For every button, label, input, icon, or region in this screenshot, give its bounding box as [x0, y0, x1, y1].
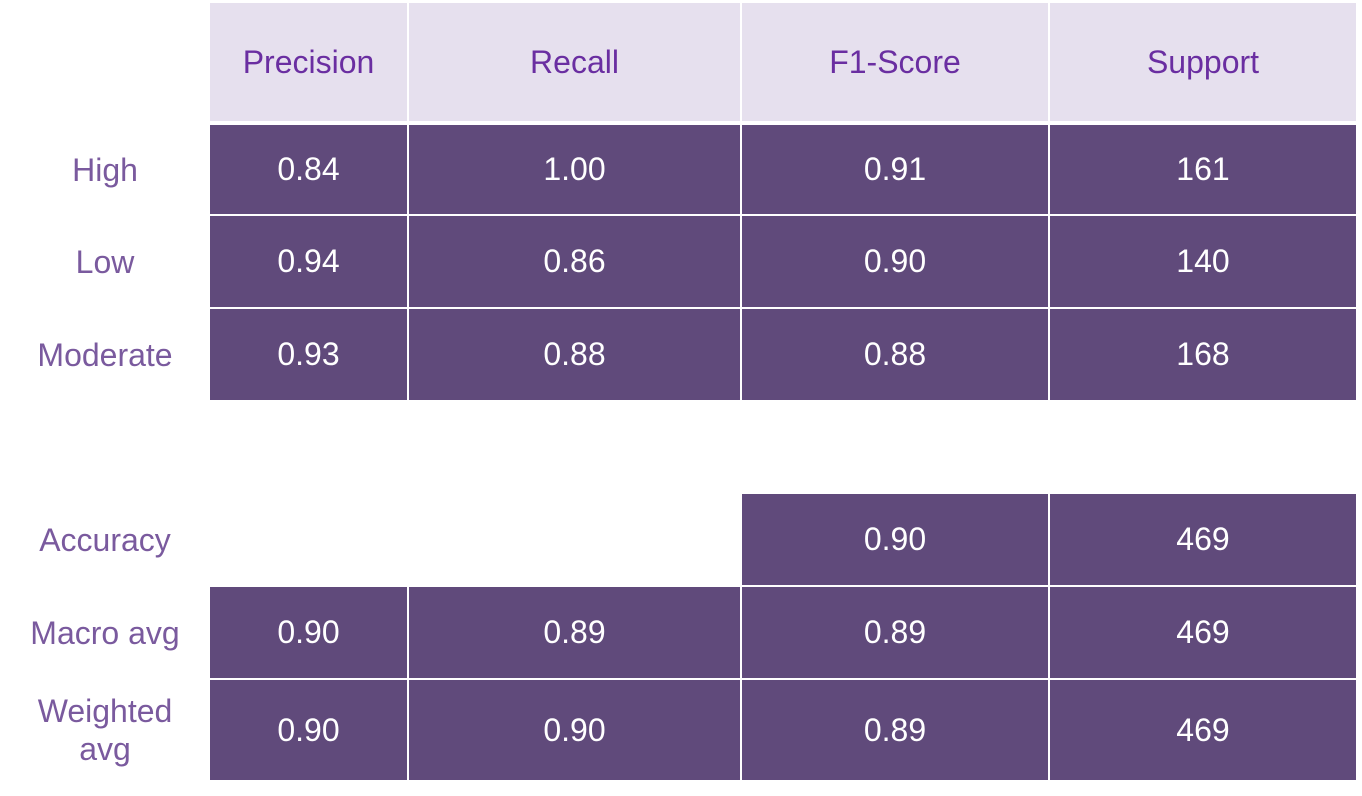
- cell-high-precision: 0.84: [210, 125, 407, 214]
- row-label-high: High: [72, 151, 138, 188]
- cell-macro-avg-recall: 0.89: [409, 587, 740, 678]
- cell-macro-avg-f1-score: 0.89: [742, 587, 1048, 678]
- cell-accuracy-f1-score: 0.90: [742, 494, 1048, 585]
- cell-weighted-avg-f1-score: 0.89: [742, 680, 1048, 780]
- column-header-support: Support: [1050, 3, 1356, 121]
- row-label-accuracy: Accuracy: [39, 521, 171, 558]
- cell-moderate-precision: 0.93: [210, 309, 407, 400]
- cell-high-f1-score: 0.91: [742, 125, 1048, 214]
- cell-accuracy-support: 469: [1050, 494, 1356, 585]
- column-header-recall: Recall: [409, 3, 740, 121]
- cell-macro-avg-precision: 0.90: [210, 587, 407, 678]
- cell-low-support: 140: [1050, 216, 1356, 307]
- cell-high-support: 161: [1050, 125, 1356, 214]
- cell-weighted-avg-support: 469: [1050, 680, 1356, 780]
- row-label-low: Low: [75, 243, 135, 280]
- row-label-weighted-avg: Weighted avg: [37, 693, 173, 767]
- row-label-macro-avg: Macro avg: [30, 614, 180, 651]
- column-header-precision: Precision: [210, 3, 407, 121]
- cell-low-f1-score: 0.90: [742, 216, 1048, 307]
- cell-moderate-support: 168: [1050, 309, 1356, 400]
- column-header-f1-score: F1-Score: [742, 3, 1048, 121]
- cell-high-recall: 1.00: [409, 125, 740, 214]
- cell-weighted-avg-precision: 0.90: [210, 680, 407, 780]
- cell-weighted-avg-recall: 0.90: [409, 680, 740, 780]
- cell-moderate-f1-score: 0.88: [742, 309, 1048, 400]
- cell-moderate-recall: 0.88: [409, 309, 740, 400]
- cell-low-precision: 0.94: [210, 216, 407, 307]
- cell-low-recall: 0.86: [409, 216, 740, 307]
- cell-macro-avg-support: 469: [1050, 587, 1356, 678]
- row-label-moderate: Moderate: [37, 336, 173, 373]
